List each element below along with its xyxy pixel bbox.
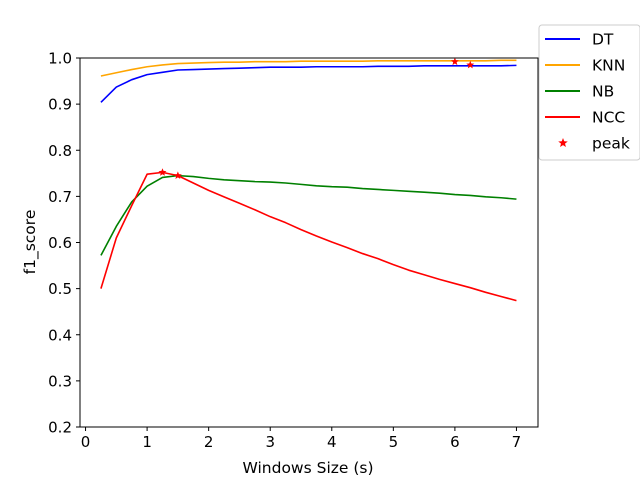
y-tick-label: 0.2: [48, 419, 72, 437]
y-axis-label: f1_score: [21, 210, 40, 275]
legend-label-knn: KNN: [592, 57, 625, 75]
y-tick-label: 0.8: [48, 142, 72, 160]
y-tick-label: 0.7: [48, 188, 72, 206]
y-tick-label: 0.6: [48, 234, 72, 252]
x-tick-label: 5: [389, 433, 399, 451]
x-tick-label: 2: [204, 433, 214, 451]
legend-label-ncc: NCC: [592, 109, 625, 127]
x-tick-label: 1: [142, 433, 152, 451]
series-line-ncc: [100, 171, 517, 302]
legend-label-dt: DT: [592, 31, 614, 49]
y-tick-label: 0.5: [48, 280, 72, 298]
peak-marker-4: [158, 168, 167, 176]
series-line-dt: [100, 64, 517, 103]
legend-label-nb: NB: [592, 83, 614, 101]
x-tick-label: 0: [81, 433, 91, 451]
peak-marker-3: [173, 171, 182, 180]
series-line-knn: [100, 59, 517, 77]
peak-marker-2: [466, 60, 475, 69]
y-tick-label: 1.0: [48, 50, 72, 68]
x-tick-label: 6: [450, 433, 460, 451]
y-tick-label: 0.9: [48, 96, 72, 114]
legend-box: [538, 24, 640, 161]
legend: DT KNN NB NCC peak: [538, 24, 640, 161]
peak-markers: [158, 57, 475, 180]
x-tick-label: 4: [327, 433, 337, 451]
x-axis-label: Windows Size (s): [242, 459, 373, 477]
y-tick-label: 0.3: [48, 372, 72, 390]
legend-swatch-peak: [558, 138, 568, 148]
x-tick-label: 7: [512, 433, 522, 451]
x-tick-label: 3: [265, 433, 275, 451]
peak-marker-1: [450, 57, 459, 66]
legend-label-peak: peak: [592, 135, 630, 153]
y-tick-label: 0.4: [48, 326, 72, 344]
y-axis: 0.2 0.3 0.4 0.5 0.6 0.7 0.8 0.9 1.0: [48, 50, 80, 437]
x-axis: 0 1 2 3 4 5 6 7: [81, 427, 521, 451]
series-line-nb: [100, 174, 517, 256]
series-lines: [100, 59, 517, 302]
